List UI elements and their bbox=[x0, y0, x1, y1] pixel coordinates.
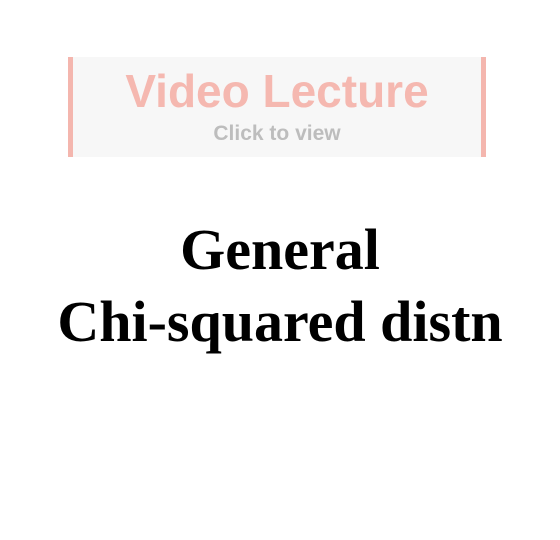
click-to-view-label: Click to view bbox=[213, 122, 341, 145]
video-lecture-title: Video Lecture bbox=[125, 65, 429, 117]
banner-right-bar bbox=[481, 57, 486, 157]
banner-left-bar bbox=[68, 57, 73, 157]
slide-title-line-1: General bbox=[180, 217, 380, 282]
video-lecture-button[interactable]: Video Lecture Click to view bbox=[68, 57, 486, 157]
slide-title-line-2: Chi-squared distn bbox=[57, 289, 503, 354]
